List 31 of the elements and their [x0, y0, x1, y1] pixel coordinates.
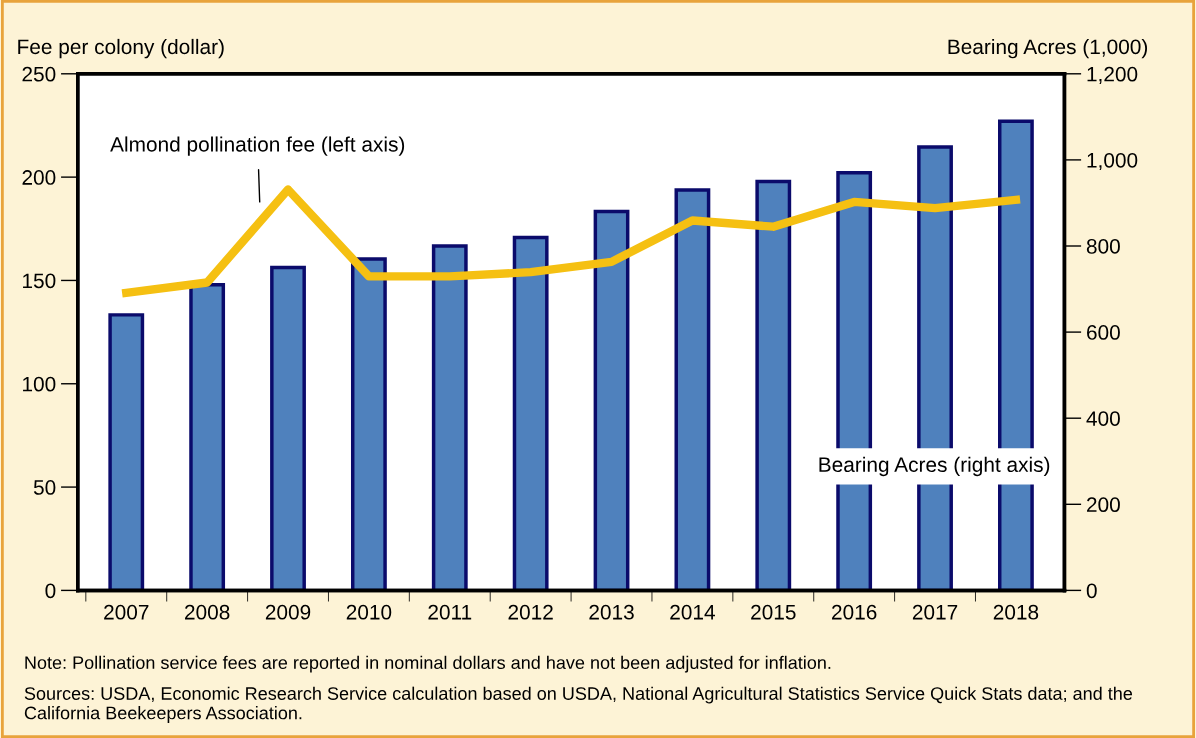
y2-tick-label: 200 [1087, 497, 1120, 513]
y2-tick-label: 600 [1087, 325, 1120, 340]
series-label: Bearing Acres (right axis) [819, 456, 1050, 477]
x-tick-label: 2009 [265, 604, 311, 620]
x-tick-label: 2011 [428, 604, 472, 620]
x-tick-label: 2015 [751, 604, 796, 620]
x-tick-label: 2013 [589, 604, 634, 620]
y2-tick-label: 0 [1086, 583, 1097, 599]
y-tick-label: 0 [45, 583, 56, 599]
x-tick-label: 2007 [104, 604, 149, 620]
x-tick-label: 2018 [993, 604, 1039, 620]
y-tick-label: 100 [23, 376, 56, 392]
source-note: Sources: USDA, Economic Research Service calculation based on USDA, National Agricultural Statistics Service Quick Stats data; and the California Beekeepers Association. [24, 686, 1133, 723]
x-tick-label: 2014 [670, 604, 715, 620]
y2-axis-title: Bearing Acres (1,000) [948, 38, 1148, 59]
y-tick-label: 150 [23, 273, 56, 289]
y-tick-label: 200 [22, 170, 56, 185]
x-tick-label: 2012 [508, 604, 553, 620]
y2-tick-label: 1,000 [1087, 152, 1138, 171]
x-tick-label: 2010 [346, 604, 392, 620]
y2-tick-label: 1,200 [1087, 66, 1138, 85]
y-axis-title: Fee per colony (dollar) [18, 38, 224, 59]
x-tick-label: 2016 [832, 604, 877, 620]
y2-tick-label: 800 [1086, 239, 1120, 254]
y-tick-label: 250 [22, 66, 56, 82]
y2-tick-label: 400 [1086, 411, 1120, 426]
x-tick-label: 2017 [912, 604, 958, 620]
x-tick-label: 2008 [185, 604, 230, 620]
y-tick-label: 50 [33, 480, 56, 495]
text: Almond pollination fee (left axis) [110, 136, 405, 156]
text: Note: Pollination service fees are reported in nominal dollars and have not been adjusted for inflation. [25, 655, 831, 673]
